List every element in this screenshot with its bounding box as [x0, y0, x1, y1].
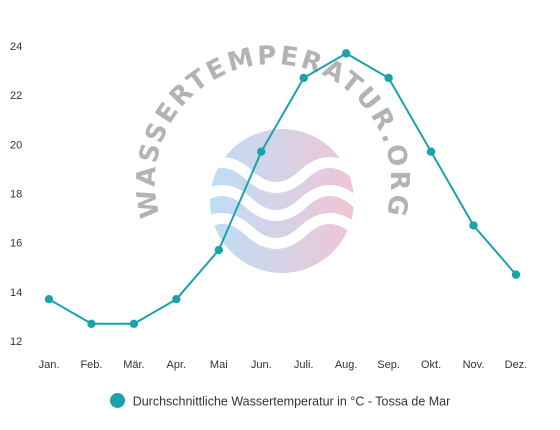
- watermark-wave-1: [210, 157, 354, 193]
- x-tick-label: Aug.: [335, 359, 358, 371]
- x-tick-label: Mär.: [123, 359, 144, 371]
- y-tick-label: 18: [10, 189, 22, 201]
- x-tick-label: Apr.: [167, 359, 187, 371]
- data-point[interactable]: [87, 319, 96, 328]
- y-tick-label: 16: [10, 238, 22, 250]
- data-point[interactable]: [511, 270, 521, 279]
- data-point[interactable]: [384, 73, 393, 83]
- legend-marker: [109, 393, 125, 409]
- y-tick-label: 22: [10, 90, 22, 102]
- y-tick-label: 24: [10, 41, 22, 53]
- x-tick-label: Juli.: [294, 359, 314, 371]
- watermark-circle: [210, 129, 354, 273]
- x-tick-label: Sep.: [377, 359, 400, 371]
- data-point[interactable]: [469, 221, 478, 230]
- data-point[interactable]: [214, 245, 223, 255]
- series-line: [48, 52, 517, 325]
- y-tick-label: 14: [10, 287, 22, 299]
- y-tick-label: 12: [10, 336, 22, 348]
- data-point[interactable]: [341, 49, 351, 58]
- data-point[interactable]: [172, 295, 181, 304]
- y-tick-label: 20: [10, 139, 22, 151]
- line-chart: WASSERTEMPERATUR.ORG 12 14 16 18 20 22 24 Jan.…: [10, 41, 528, 371]
- watermark-logo: WASSERTEMPERATUR.ORG: [131, 41, 412, 273]
- x-tick-label: Jan.: [39, 359, 60, 371]
- x-tick-label: Mai: [210, 359, 228, 371]
- legend-label: Durchschnittliche Wassertemperatur in °C…: [132, 394, 451, 409]
- x-axis: Jan. Feb. Mär. Apr. Mai Jun. Juli. Aug. Sep. Okt.…: [39, 359, 528, 371]
- watermark-wave-2: [210, 185, 354, 221]
- watermark-wave-3: [210, 213, 354, 249]
- data-point[interactable]: [426, 147, 436, 156]
- x-tick-label: Dez.: [505, 359, 528, 371]
- series-layer: [44, 49, 521, 328]
- x-tick-label: Okt.: [421, 359, 441, 371]
- data-point[interactable]: [257, 147, 266, 156]
- y-axis: 12 14 16 18 20 22 24: [10, 41, 22, 348]
- x-tick-label: Feb.: [80, 359, 102, 371]
- data-point[interactable]: [299, 73, 308, 83]
- x-tick-label: Nov.: [463, 359, 485, 371]
- x-tick-label: Jun.: [251, 359, 272, 371]
- legend[interactable]: Durchschnittliche Wassertemperatur in °C…: [0, 393, 560, 409]
- data-point[interactable]: [44, 295, 54, 304]
- data-point[interactable]: [129, 319, 139, 328]
